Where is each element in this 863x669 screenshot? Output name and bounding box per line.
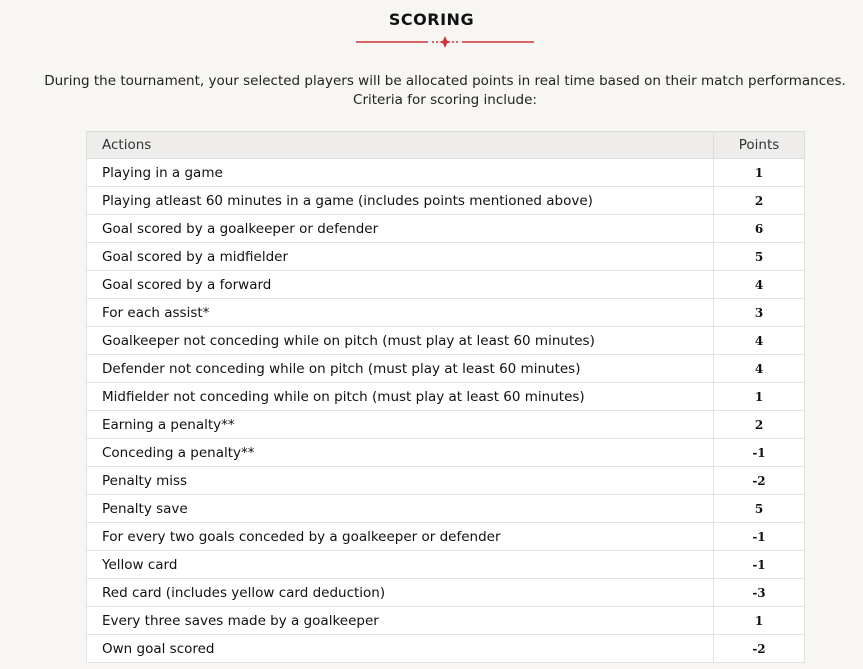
- action-cell: Penalty miss: [86, 466, 714, 495]
- points-cell: 4: [713, 270, 805, 299]
- header-points: Points: [713, 131, 805, 159]
- action-cell: Goal scored by a forward: [86, 270, 714, 299]
- points-cell: -1: [713, 522, 805, 551]
- table-row: Goal scored by a goalkeeper or defender 6: [86, 214, 805, 243]
- table-row: Defender not conceding while on pitch (m…: [86, 354, 805, 383]
- points-cell: -2: [713, 634, 805, 663]
- table-row: Red card (includes yellow card deduction…: [86, 578, 805, 607]
- table-row: Own goal scored -2: [86, 634, 805, 663]
- points-cell: 5: [713, 242, 805, 271]
- points-cell: 2: [713, 186, 805, 215]
- action-cell: Goalkeeper not conceding while on pitch …: [86, 326, 714, 355]
- action-cell: For each assist*: [86, 298, 714, 327]
- points-cell: -1: [713, 550, 805, 579]
- points-cell: 3: [713, 298, 805, 327]
- action-cell: Defender not conceding while on pitch (m…: [86, 354, 714, 383]
- action-cell: Own goal scored: [86, 634, 714, 663]
- ornament-divider: [356, 36, 534, 48]
- points-cell: 6: [713, 214, 805, 243]
- table-row: Yellow card -1: [86, 550, 805, 579]
- action-cell: Goal scored by a goalkeeper or defender: [86, 214, 714, 243]
- action-cell: Playing atleast 60 minutes in a game (in…: [86, 186, 714, 215]
- points-cell: 1: [713, 158, 805, 187]
- action-cell: Conceding a penalty**: [86, 438, 714, 467]
- table-row: For every two goals conceded by a goalke…: [86, 522, 805, 551]
- points-cell: 1: [713, 606, 805, 635]
- table-row: Goalkeeper not conceding while on pitch …: [86, 326, 805, 355]
- points-cell: 4: [713, 354, 805, 383]
- header-actions: Actions: [86, 131, 714, 159]
- table-row: Midfielder not conceding while on pitch …: [86, 382, 805, 411]
- action-cell: For every two goals conceded by a goalke…: [86, 522, 714, 551]
- action-cell: Earning a penalty**: [86, 410, 714, 439]
- action-cell: Midfielder not conceding while on pitch …: [86, 382, 714, 411]
- table-row: For each assist* 3: [86, 298, 805, 327]
- action-cell: Penalty save: [86, 494, 714, 523]
- intro-line: During the tournament, your selected pla…: [44, 73, 846, 89]
- table-row: Penalty save 5: [86, 494, 805, 523]
- intro-text: During the tournament, your selected pla…: [0, 72, 863, 110]
- table-row: Playing atleast 60 minutes in a game (in…: [86, 186, 805, 215]
- table-row: Earning a penalty** 2: [86, 410, 805, 439]
- table-row: Every three saves made by a goalkeeper 1: [86, 606, 805, 635]
- intro-line: Criteria for scoring include:: [353, 92, 537, 108]
- table-row: Conceding a penalty** -1: [86, 438, 805, 467]
- action-cell: Every three saves made by a goalkeeper: [86, 606, 714, 635]
- points-cell: -2: [713, 466, 805, 495]
- action-cell: Red card (includes yellow card deduction…: [86, 578, 714, 607]
- points-cell: -1: [713, 438, 805, 467]
- table-row: Goal scored by a midfielder 5: [86, 242, 805, 271]
- table-row: Playing in a game 1: [86, 158, 805, 187]
- action-cell: Yellow card: [86, 550, 714, 579]
- points-cell: 1: [713, 382, 805, 411]
- points-cell: 4: [713, 326, 805, 355]
- page-title: SCORING: [388, 10, 475, 29]
- points-cell: 2: [713, 410, 805, 439]
- action-cell: Goal scored by a midfielder: [86, 242, 714, 271]
- action-cell: Playing in a game: [86, 158, 714, 187]
- table-row: Penalty miss -2: [86, 466, 805, 495]
- table-row: Goal scored by a forward 4: [86, 270, 805, 299]
- points-cell: 5: [713, 494, 805, 523]
- points-cell: -3: [713, 578, 805, 607]
- scoring-table: Actions Points Playing in a game 1 Playing…: [86, 131, 805, 663]
